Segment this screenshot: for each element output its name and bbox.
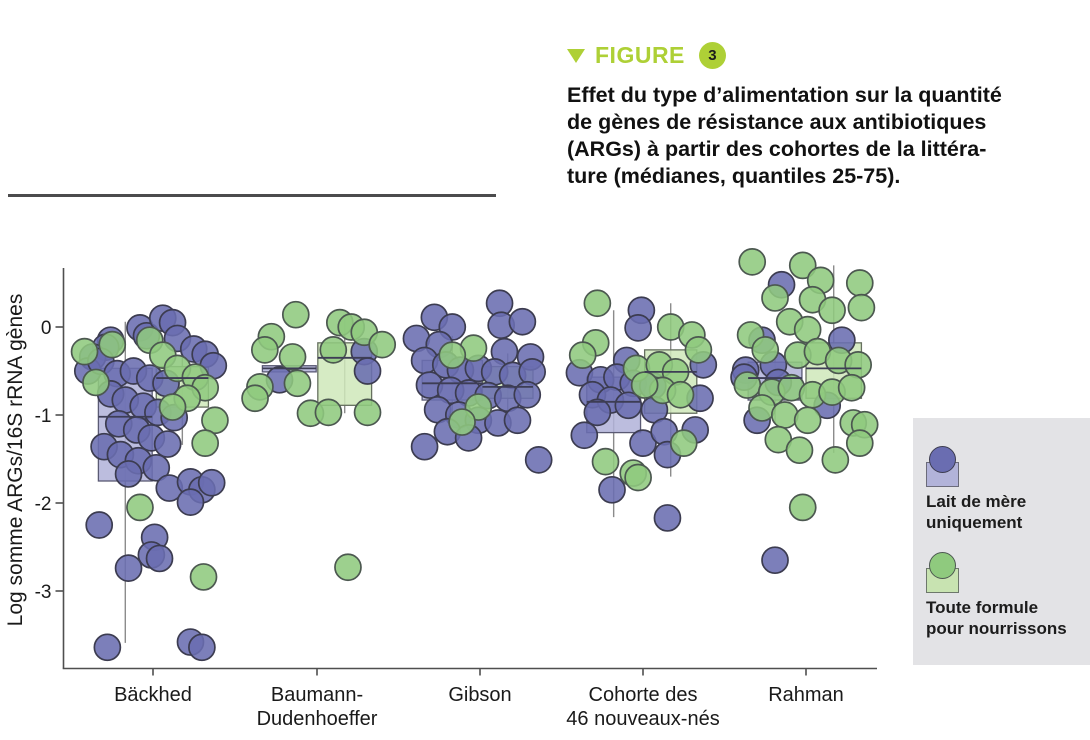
svg-text:-3: -3 [35, 582, 52, 603]
down-triangle-icon [567, 48, 585, 63]
legend: Lait de mère uniquement Toute formule po… [913, 418, 1090, 665]
svg-text:-1: -1 [35, 406, 52, 427]
breast-milk-swatch-icon [926, 446, 966, 487]
svg-text:Baumann-: Baumann- [271, 684, 363, 706]
chart: 0 -1 -2 -3 Bäckhed Baumann- Dudenhoeffer Gibson… [4, 248, 879, 730]
caption-line: ture (médianes, quantiles 25-75). [567, 164, 901, 188]
svg-text:Dudenhoeffer: Dudenhoeffer [257, 708, 378, 730]
figure-number-badge: 3 [698, 42, 726, 69]
divider-rule [8, 194, 496, 197]
chart-svg: 0 -1 -2 -3 Bäckhed Baumann-Dudenhoeffer Gibson… [4, 248, 879, 730]
figure-caption: Effet du type d’alimentation sur la quan… [567, 82, 1090, 190]
caption-line: de gènes de résistance aux antibiotiques [567, 110, 987, 134]
figure-header: FIGURE 3 [567, 42, 726, 69]
legend-item-breast-milk: Lait de mère uniquement [926, 446, 1026, 533]
caption-line: Effet du type d’alimentation sur la quan… [567, 83, 1002, 107]
svg-text:-2: -2 [35, 494, 52, 515]
circle-swatch [929, 552, 956, 579]
svg-text:0: 0 [41, 318, 52, 339]
legend-item-formula: Toute formule pour nourrissons [926, 552, 1067, 639]
svg-text:Log somme ARGs/16S rRNA gènes: Log somme ARGs/16S rRNA gènes [4, 294, 27, 627]
figure-label: FIGURE [595, 42, 685, 68]
svg-text:Rahman: Rahman [768, 684, 844, 706]
legend-label: Toute formule pour nourrissons [926, 598, 1067, 638]
svg-text:Gibson: Gibson [448, 684, 511, 706]
svg-text:Cohorte des: Cohorte des [589, 684, 698, 706]
circle-swatch [929, 446, 956, 473]
svg-text:Bäckhed: Bäckhed [114, 684, 192, 706]
caption-line: (ARGs) à partir des cohortes de la litté… [567, 137, 987, 161]
formula-swatch-icon [926, 552, 966, 593]
svg-text:46 nouveaux-nés: 46 nouveaux-nés [566, 708, 719, 730]
legend-label: Lait de mère uniquement [926, 492, 1027, 532]
